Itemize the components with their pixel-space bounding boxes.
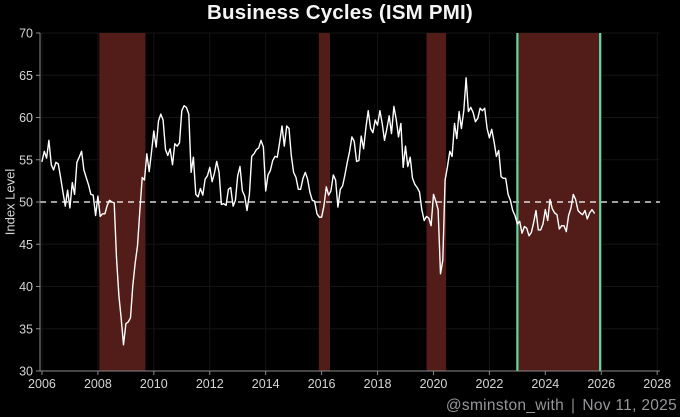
watermark-date: Nov 11, 2025 bbox=[582, 397, 677, 414]
y-axis-label: Index Level bbox=[2, 168, 18, 236]
x-tick-label: 2018 bbox=[364, 377, 392, 391]
y-tick-label: 30 bbox=[19, 365, 33, 379]
x-tick-label: 2028 bbox=[643, 377, 671, 391]
x-tick-label: 2022 bbox=[476, 377, 504, 391]
y-tick-label: 70 bbox=[19, 27, 33, 41]
y-tick-label: 35 bbox=[19, 322, 33, 336]
watermark: @sminston_with | Nov 11, 2025 bbox=[446, 397, 677, 415]
x-tick-label: 2020 bbox=[420, 377, 448, 391]
x-tick-label: 2016 bbox=[308, 377, 336, 391]
y-tick-label: 60 bbox=[19, 111, 33, 125]
x-tick-label: 2006 bbox=[28, 377, 56, 391]
y-tick-label: 55 bbox=[19, 153, 33, 167]
y-tick-label: 50 bbox=[19, 196, 33, 210]
y-tick-label: 65 bbox=[19, 69, 33, 83]
y-tick-label: 45 bbox=[19, 238, 33, 252]
x-tick-label: 2014 bbox=[252, 377, 280, 391]
watermark-handle: @sminston_with bbox=[445, 397, 565, 414]
chart-title: Business Cycles (ISM PMI) bbox=[207, 1, 473, 24]
watermark-separator: | bbox=[571, 397, 576, 414]
x-tick-label: 2008 bbox=[84, 377, 112, 391]
x-tick-label: 2024 bbox=[531, 377, 559, 391]
y-tick-label: 40 bbox=[19, 280, 33, 294]
x-tick-label: 2010 bbox=[140, 377, 168, 391]
x-tick-label: 2012 bbox=[196, 377, 224, 391]
pmi-line bbox=[41, 77, 595, 346]
x-tick-label: 2026 bbox=[587, 377, 615, 391]
